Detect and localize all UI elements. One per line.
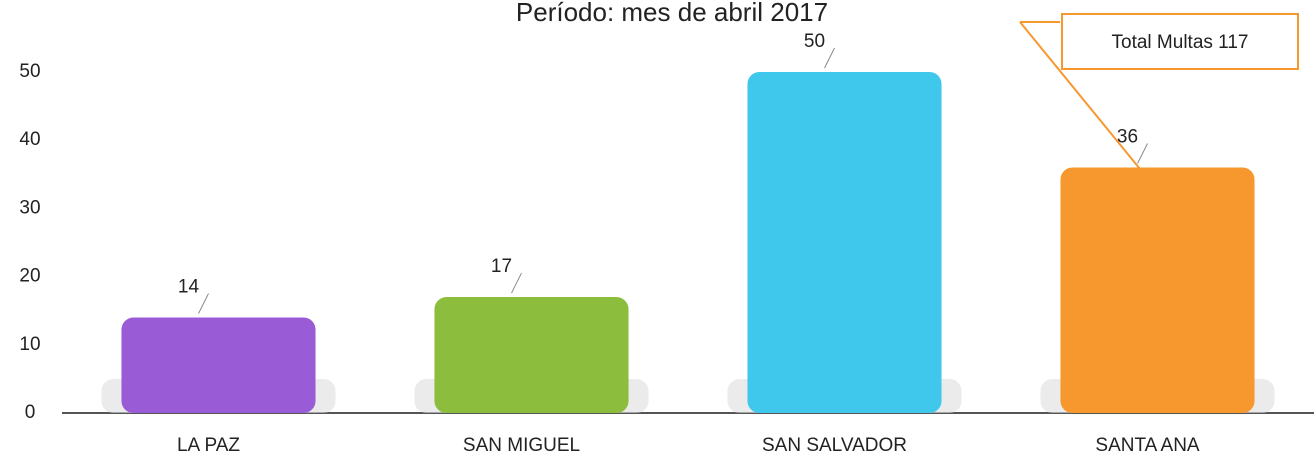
label-leader (511, 272, 522, 294)
annotation: Total Multas 117 (1112, 32, 1249, 53)
y-tick-label: 50 (19, 61, 40, 82)
label-leader (824, 47, 835, 69)
x-tick-label: SAN SALVADOR (762, 435, 907, 456)
y-tick-label: 40 (19, 129, 40, 150)
annotation-box (1061, 13, 1299, 70)
bar (121, 317, 316, 413)
label-leader (198, 293, 209, 314)
y-tick-label: 30 (19, 197, 40, 218)
y-tick-label: 0 (25, 402, 36, 423)
value-label: 50 (804, 31, 825, 52)
y-tick-label: 10 (19, 334, 40, 355)
bar (1060, 167, 1255, 413)
x-tick-label: SANTA ANA (1095, 435, 1200, 456)
bar (747, 72, 942, 413)
label-leader (1137, 143, 1148, 164)
bar (434, 297, 629, 413)
value-label: 14 (178, 277, 200, 298)
x-tick-label: LA PAZ (177, 435, 240, 456)
value-label: 17 (491, 256, 512, 277)
chart-title: Período: mes de abril 2017 (516, 0, 828, 27)
x-tick-label: SAN MIGUEL (463, 435, 580, 456)
value-label: 36 (1117, 126, 1138, 147)
y-tick-label: 20 (19, 266, 40, 287)
